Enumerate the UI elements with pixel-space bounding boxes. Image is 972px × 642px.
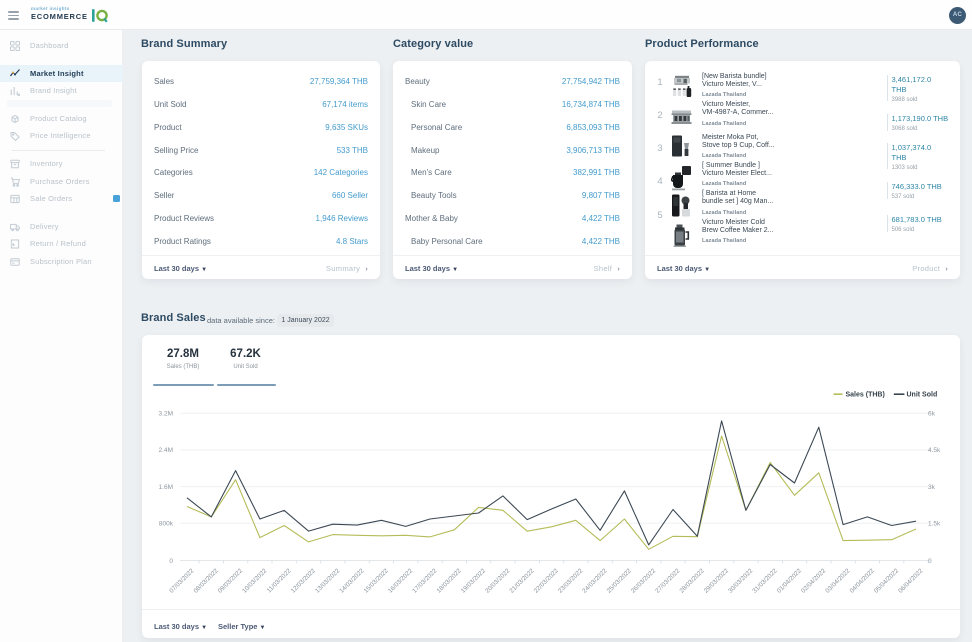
svg-text:Unit Sold: Unit Sold [907, 392, 938, 399]
svg-text:4.5k: 4.5k [928, 447, 941, 454]
svg-text:31/03/2022: 31/03/2022 [751, 567, 779, 595]
svg-text:22/03/2022: 22/03/2022 [533, 567, 561, 595]
svg-text:12/03/2022: 12/03/2022 [290, 567, 318, 595]
svg-text:06/04/2022: 06/04/2022 [897, 567, 925, 595]
svg-text:07/03/2022: 07/03/2022 [168, 567, 196, 595]
svg-text:08/03/2022: 08/03/2022 [192, 567, 220, 595]
svg-text:26/03/2022: 26/03/2022 [630, 567, 658, 595]
svg-text:2.4M: 2.4M [159, 447, 173, 454]
svg-text:20/03/2022: 20/03/2022 [484, 567, 512, 595]
svg-text:03/04/2022: 03/04/2022 [824, 567, 852, 595]
svg-text:13/03/2022: 13/03/2022 [314, 567, 342, 595]
svg-text:3.2M: 3.2M [159, 411, 173, 418]
svg-text:01/04/2022: 01/04/2022 [776, 567, 804, 595]
svg-text:23/03/2022: 23/03/2022 [557, 567, 585, 595]
svg-text:Sales (THB): Sales (THB) [846, 392, 885, 399]
svg-text:1.6M: 1.6M [159, 484, 173, 491]
svg-text:25/03/2022: 25/03/2022 [606, 567, 634, 595]
svg-text:0: 0 [169, 558, 173, 565]
svg-text:27/03/2022: 27/03/2022 [654, 567, 682, 595]
svg-text:14/03/2022: 14/03/2022 [338, 567, 366, 595]
svg-text:10/03/2022: 10/03/2022 [241, 567, 269, 595]
svg-text:05/04/2022: 05/04/2022 [873, 567, 901, 595]
svg-text:800k: 800k [159, 521, 174, 528]
svg-text:21/03/2022: 21/03/2022 [508, 567, 536, 595]
svg-text:3k: 3k [928, 484, 936, 491]
svg-text:17/03/2022: 17/03/2022 [411, 567, 439, 595]
svg-text:18/03/2022: 18/03/2022 [435, 567, 463, 595]
svg-text:19/03/2022: 19/03/2022 [460, 567, 488, 595]
svg-text:6k: 6k [928, 411, 936, 418]
svg-text:29/03/2022: 29/03/2022 [703, 567, 731, 595]
svg-text:15/03/2022: 15/03/2022 [363, 567, 391, 595]
svg-text:16/03/2022: 16/03/2022 [387, 567, 415, 595]
svg-text:04/04/2022: 04/04/2022 [849, 567, 877, 595]
svg-text:02/04/2022: 02/04/2022 [800, 567, 828, 595]
svg-text:24/03/2022: 24/03/2022 [581, 567, 609, 595]
svg-text:0: 0 [928, 558, 932, 565]
svg-text:1.5k: 1.5k [928, 521, 941, 528]
svg-text:28/03/2022: 28/03/2022 [678, 567, 706, 595]
svg-text:09/03/2022: 09/03/2022 [217, 567, 245, 595]
svg-text:30/03/2022: 30/03/2022 [727, 567, 755, 595]
